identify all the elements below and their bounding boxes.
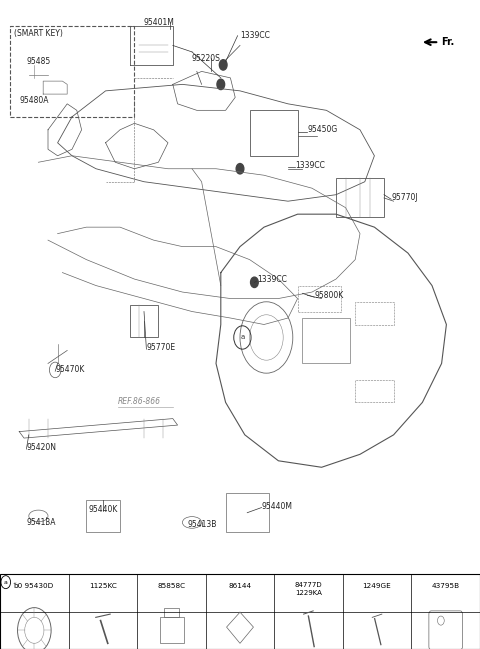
Text: 1125KC: 1125KC	[89, 583, 117, 589]
Text: (SMART KEY): (SMART KEY)	[14, 29, 63, 38]
Bar	[302, 318, 350, 363]
Text: 95485: 95485	[26, 57, 51, 66]
Text: 85858C: 85858C	[157, 583, 185, 589]
Text: 84777D
1229KA: 84777D 1229KA	[294, 582, 322, 596]
Text: 1339CC: 1339CC	[240, 31, 270, 40]
Bar	[159, 617, 183, 643]
Text: 95470K: 95470K	[55, 365, 84, 374]
Text: 1339CC: 1339CC	[257, 275, 287, 284]
Bar	[355, 380, 394, 402]
Bar	[130, 305, 158, 337]
Bar	[336, 178, 384, 217]
Text: 1339CC: 1339CC	[295, 161, 325, 170]
Text: 95480A: 95480A	[19, 96, 48, 105]
Text: 95770J: 95770J	[391, 193, 418, 202]
Text: 95420N: 95420N	[26, 443, 57, 452]
Text: 95770E: 95770E	[146, 343, 176, 352]
Text: REF.86-866: REF.86-866	[118, 397, 161, 406]
Bar	[355, 302, 394, 324]
Text: 95401M: 95401M	[144, 18, 175, 27]
Text: 95800K: 95800K	[314, 291, 344, 300]
Bar	[0, 574, 480, 649]
Text: Fr.: Fr.	[442, 37, 455, 47]
Text: 95413B: 95413B	[187, 520, 216, 529]
Bar	[164, 607, 179, 617]
Text: 95220S: 95220S	[192, 54, 221, 63]
Circle shape	[219, 60, 227, 70]
Circle shape	[251, 277, 258, 288]
Bar	[298, 286, 341, 312]
Text: a: a	[240, 334, 244, 341]
Text: 95440K: 95440K	[89, 505, 118, 514]
Text: 95450G: 95450G	[307, 125, 337, 134]
Text: 95440M: 95440M	[262, 502, 293, 511]
Bar	[86, 500, 120, 532]
Text: 43795B: 43795B	[432, 583, 459, 589]
Text: 1249GE: 1249GE	[362, 583, 391, 589]
Text: a: a	[4, 580, 8, 585]
Circle shape	[236, 164, 244, 174]
Text: 95413A: 95413A	[26, 518, 56, 527]
Text: ␢0 95430D: ␢0 95430D	[14, 583, 54, 589]
Bar	[226, 493, 269, 532]
Bar	[250, 110, 298, 156]
Circle shape	[217, 79, 225, 90]
Text: 86144: 86144	[228, 583, 252, 589]
